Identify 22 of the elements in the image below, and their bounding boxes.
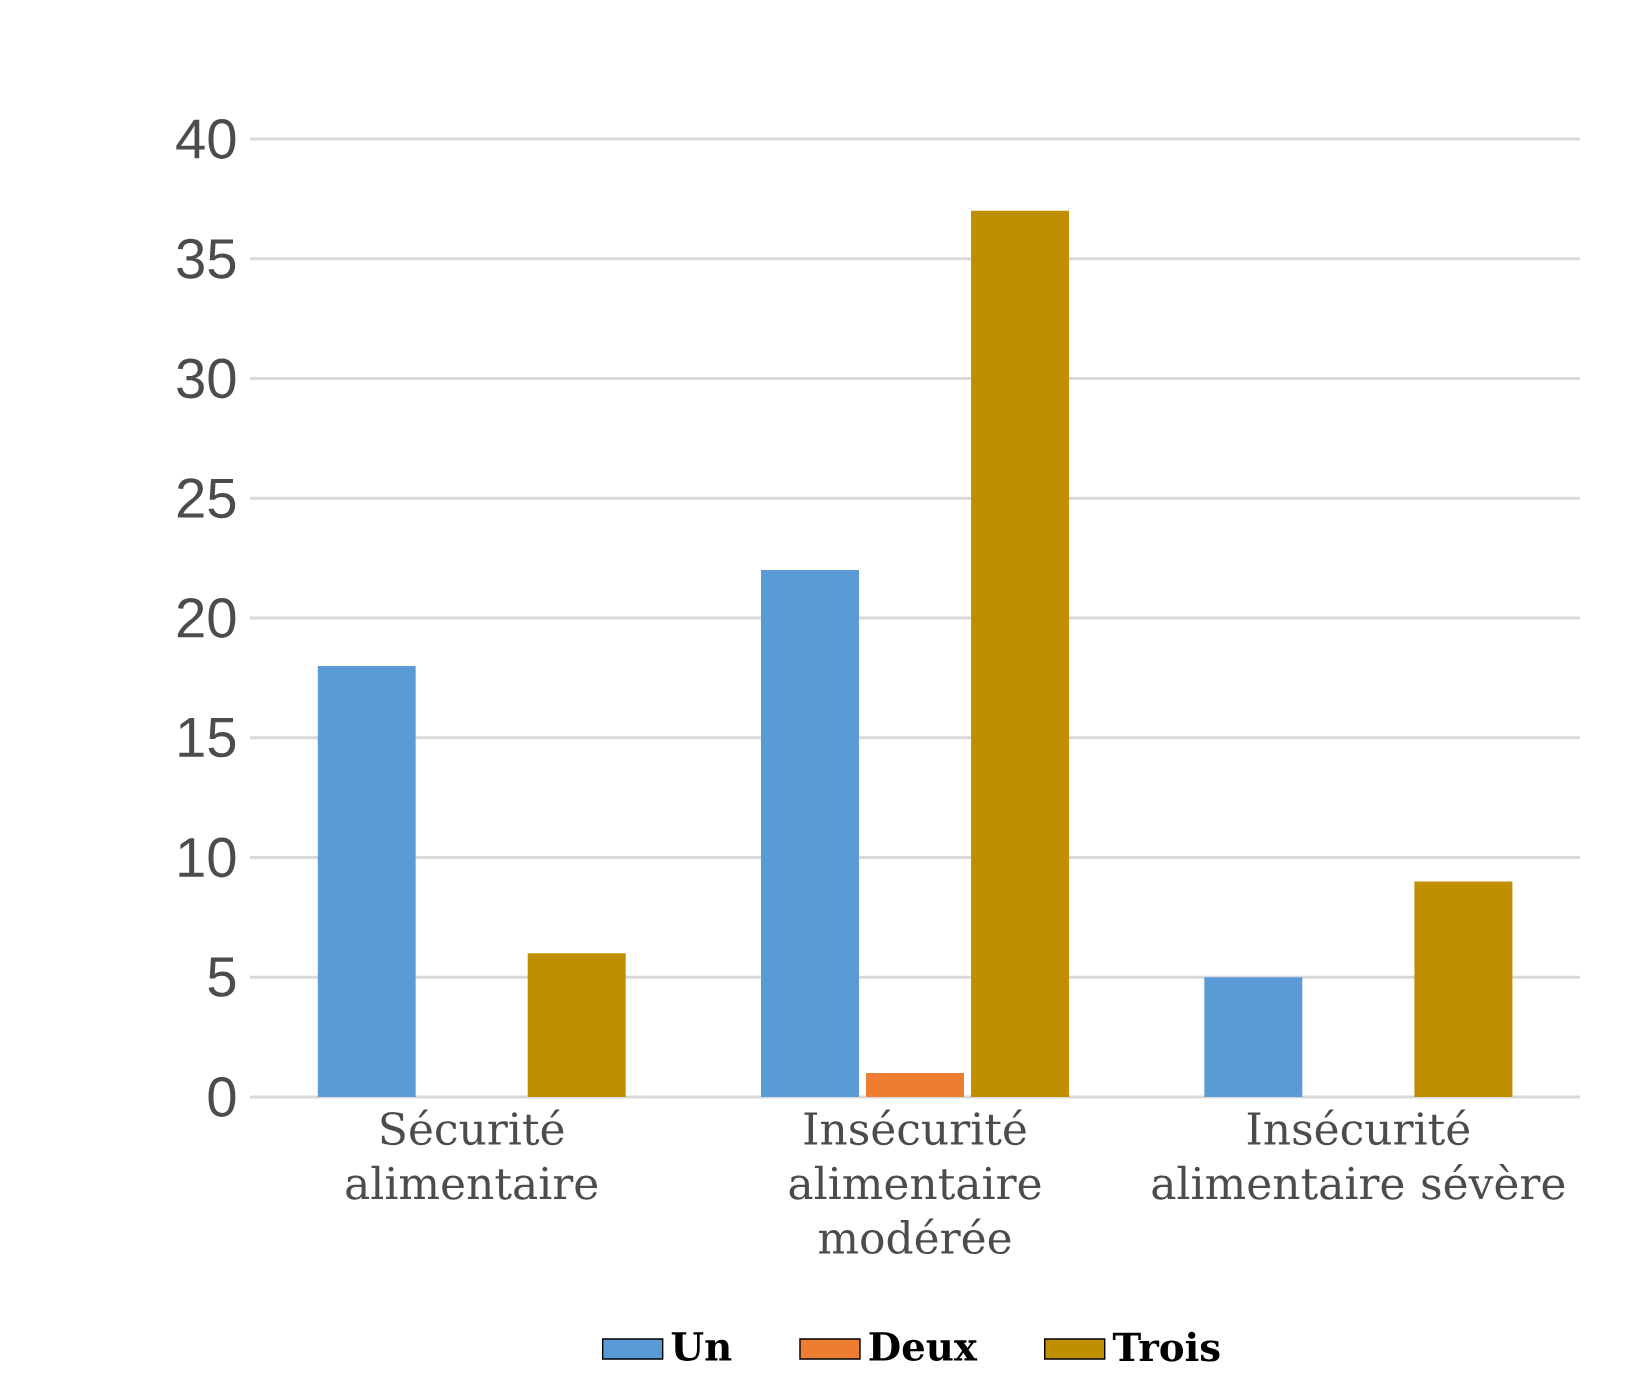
legend-label: Trois <box>1112 1331 1220 1362</box>
bar <box>760 570 859 1097</box>
bar <box>527 953 626 1097</box>
bar <box>866 1073 965 1097</box>
x-tick-label: Insécurité alimentaire modérée <box>789 1109 1041 1255</box>
bar <box>317 665 416 1097</box>
y-tick-label: 20 <box>177 598 236 638</box>
x-tick-label: Sécurité alimentaire <box>346 1109 598 1200</box>
x-tick-label: Insécurité alimentaire sévère <box>1152 1109 1565 1200</box>
bar <box>1414 881 1513 1097</box>
bar <box>971 210 1070 1097</box>
y-tick-label: 40 <box>176 119 236 159</box>
y-tick-label: 25 <box>177 478 236 519</box>
y-tick-label: 15 <box>179 718 236 758</box>
legend-label: Deux <box>869 1332 978 1361</box>
bar <box>1204 977 1303 1097</box>
legend-label: Un <box>671 1332 732 1361</box>
y-tick-label: 35 <box>177 238 236 279</box>
y-tick-label: 30 <box>177 358 236 399</box>
y-tick-label: 0 <box>208 1077 236 1117</box>
y-tick-label: 10 <box>179 837 236 878</box>
y-tick-label: 5 <box>208 957 236 997</box>
